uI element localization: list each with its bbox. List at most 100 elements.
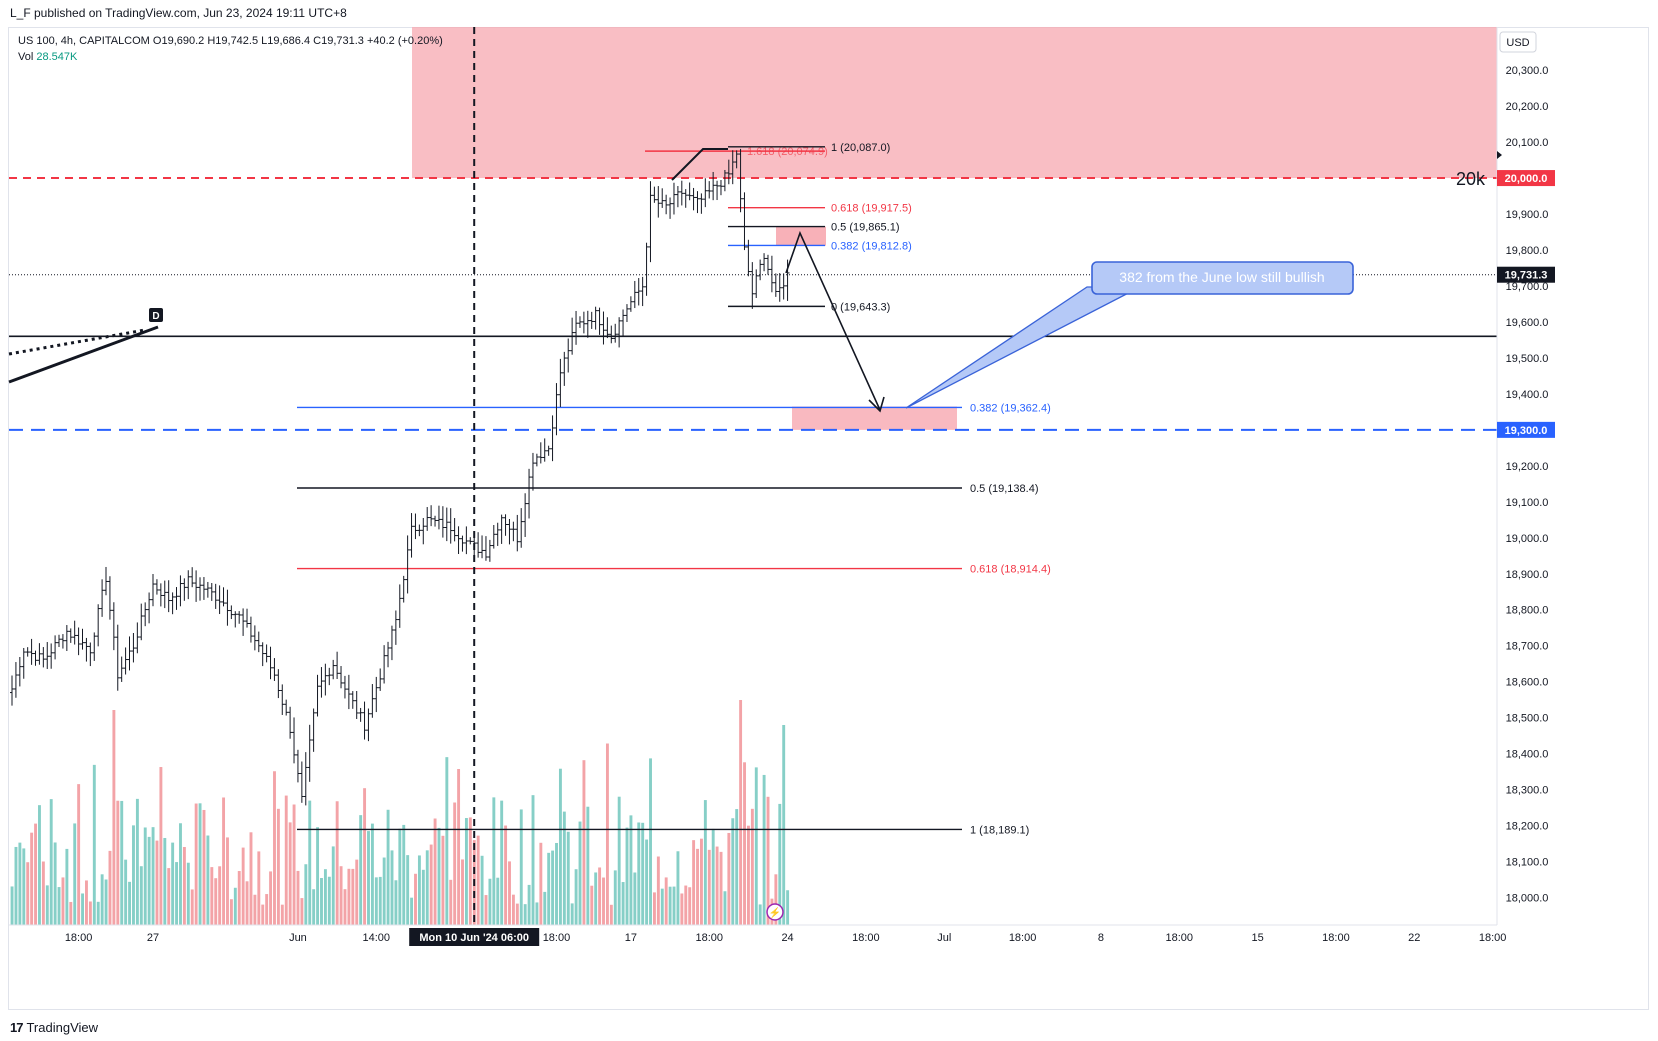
ohlc-bar [225, 589, 230, 626]
price-badge [1497, 421, 1555, 438]
ohlc-bar [656, 186, 661, 218]
time-tick-label: 14:00 [363, 932, 391, 944]
ohlc-bar [237, 611, 242, 624]
ohlc-bar [523, 493, 528, 537]
ohlc-bar [628, 296, 633, 312]
volume-bar [335, 801, 339, 925]
ohlc-bar [585, 310, 590, 338]
ohlc-bar [209, 582, 214, 601]
volume-bar [786, 890, 790, 925]
volume-bar [586, 806, 590, 925]
volume-bar [265, 894, 269, 925]
volume-bar [41, 861, 45, 925]
crosshair-time-label: Mon 10 Jun '24 06:00 [419, 932, 529, 944]
time-tick-label: 15 [1251, 932, 1263, 944]
volume-bar [276, 808, 280, 925]
brand-name: TradingView [26, 1020, 99, 1035]
volume-bar [570, 903, 574, 925]
ohlc-bar [119, 656, 124, 682]
ohlc-bar [194, 570, 199, 602]
ohlc-bar [397, 584, 402, 628]
ohlc-bar [382, 645, 387, 684]
volume-bar [233, 887, 237, 925]
ohlc-bar [64, 625, 69, 651]
ohlc-bar [456, 526, 461, 555]
volume-bar [703, 800, 707, 925]
volume-bar [179, 823, 182, 925]
ohlc-bar [711, 171, 716, 201]
ohlc-bar [41, 647, 46, 668]
ohlc-bar [182, 578, 187, 601]
resistance-zone [412, 26, 1497, 179]
volume-bar [492, 797, 496, 925]
time-tick-label: 18:00 [1322, 932, 1350, 944]
volume-bar [766, 796, 770, 925]
volume-bar [163, 837, 167, 925]
ohlc-bar [170, 592, 175, 615]
ohlc-bar [452, 518, 457, 542]
volume-bar [602, 877, 605, 925]
volume-bar [34, 823, 38, 925]
ohlc-bar [151, 573, 156, 607]
ohlc-bar [248, 616, 253, 643]
ohlc-bar [131, 633, 136, 663]
time-tick-label: 18:00 [1479, 932, 1507, 944]
ohlc-bar [581, 311, 586, 334]
ohlc-bar [413, 513, 418, 540]
footer-brand[interactable]: 17 TradingView [10, 1020, 98, 1035]
volume-bar [617, 796, 621, 925]
projection-arrowhead [868, 396, 885, 413]
ohlc-bar [433, 515, 438, 527]
time-tick-label: 18:00 [1166, 932, 1194, 944]
ohlc-bar [111, 602, 116, 651]
volume-bar [425, 850, 429, 925]
time-tick-label: 18:00 [1009, 932, 1037, 944]
ohlc-bar [624, 304, 629, 323]
ohlc-bar [609, 325, 614, 344]
ohlc-bar [464, 526, 469, 555]
fib-level-label: 1 (18,189.1) [970, 824, 1029, 836]
volume-bar [81, 893, 85, 925]
ohlc-bar [92, 632, 97, 661]
ohlc-bar [393, 610, 398, 645]
volume-bar [715, 846, 719, 925]
volume-bar [253, 894, 257, 925]
volume-bar [504, 825, 508, 925]
ohlc-bar [621, 309, 626, 336]
volume-bar [731, 818, 735, 925]
ohlc-bar [495, 522, 500, 546]
trendline-solid [8, 325, 159, 384]
ohlc-bar [60, 634, 65, 649]
ohlc-bar [703, 178, 708, 208]
ohlc-bar [57, 634, 62, 648]
ohlc-bar [292, 717, 297, 764]
volume-bar [386, 809, 390, 925]
ohlc-bar [84, 637, 89, 662]
time-tick-label: 27 [147, 932, 159, 944]
volume-bar [645, 839, 649, 925]
volume-bar [147, 836, 151, 925]
ohlc-bar [554, 383, 559, 436]
volume-bar [433, 818, 437, 925]
ohlc-bar [143, 602, 148, 627]
volume-bar [120, 800, 124, 925]
ohlc-bar [158, 583, 163, 607]
volume-bar [762, 774, 766, 925]
volume-bar [649, 758, 652, 925]
ohlc-bar [750, 262, 755, 309]
ohlc-bar [632, 280, 637, 309]
ohlc-bar [327, 667, 332, 686]
price-tick-label: 19,200.0 [1506, 461, 1549, 473]
volume-bar [758, 904, 762, 925]
volume-bar [414, 873, 417, 925]
ohlc-bar [217, 585, 222, 615]
ohlc-bar [550, 415, 555, 462]
ohlc-bar [346, 674, 351, 710]
ohlc-bar [186, 570, 191, 600]
ohlc-bar [25, 647, 30, 657]
volume-bar [680, 893, 684, 925]
volume-bar [320, 878, 323, 925]
volume-bar [182, 847, 186, 925]
volume-bar [370, 823, 374, 925]
